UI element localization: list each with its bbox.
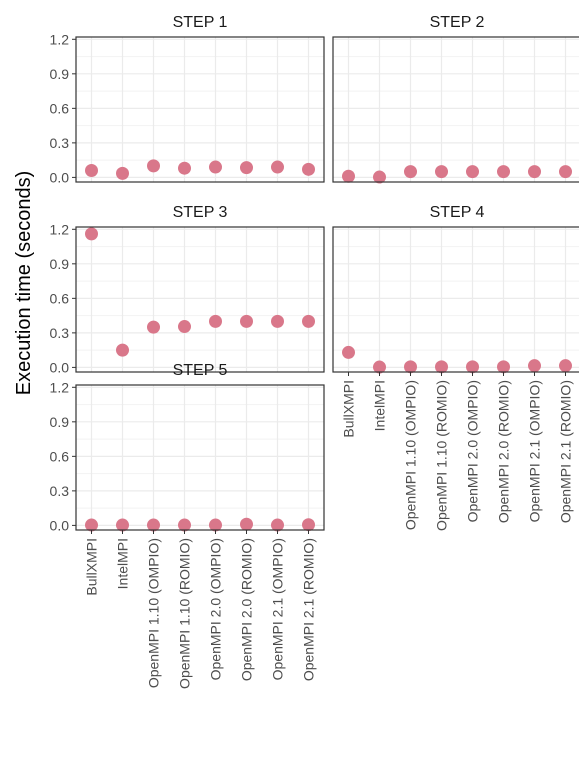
data-point bbox=[116, 343, 129, 357]
panel-border bbox=[75, 36, 325, 183]
panel-background bbox=[333, 37, 579, 182]
panel-border bbox=[75, 226, 325, 373]
panel-background bbox=[76, 37, 324, 182]
data-point bbox=[342, 345, 355, 359]
y-tick-label: 0.6 bbox=[50, 290, 70, 306]
y-tick-label: 0.3 bbox=[50, 135, 70, 151]
y-tick-label: 0.6 bbox=[50, 448, 70, 464]
data-point bbox=[240, 517, 253, 531]
data-point bbox=[271, 518, 284, 532]
y-tick-label: 0.9 bbox=[50, 66, 70, 82]
data-point bbox=[559, 359, 572, 373]
data-point bbox=[528, 165, 541, 179]
data-point bbox=[435, 165, 448, 179]
data-point bbox=[302, 314, 315, 328]
panel-step-3: STEP 3 0.0 0.3 0.6 0.9 1.2 bbox=[50, 204, 325, 375]
data-point bbox=[271, 160, 284, 174]
data-point bbox=[497, 165, 510, 179]
data-point bbox=[466, 360, 479, 374]
y-tick-label: 0.3 bbox=[50, 483, 70, 499]
data-point bbox=[147, 159, 160, 173]
panel-title: STEP 5 bbox=[173, 362, 228, 379]
x-tick-label: BullXMPI bbox=[84, 538, 100, 596]
y-tick-label: 1.2 bbox=[50, 379, 70, 395]
panel-background bbox=[333, 227, 579, 372]
y-tick-label: 0.0 bbox=[50, 359, 70, 375]
x-tick-label: OpenMPI 2.1 (ROMIO) bbox=[301, 538, 317, 681]
data-point bbox=[240, 161, 253, 175]
data-point bbox=[271, 314, 284, 328]
x-tick-label: OpenMPI 1.10 (ROMIO) bbox=[177, 538, 193, 689]
x-tick-label: IntelMPI bbox=[372, 380, 388, 431]
panel-title: STEP 2 bbox=[430, 14, 485, 31]
x-tick-label: OpenMPI 2.1 (OMPIO) bbox=[270, 538, 286, 680]
panel-title: STEP 1 bbox=[173, 14, 228, 31]
data-point bbox=[209, 160, 222, 174]
panel-step-5: STEP 5 0.0 0.3 0.6 0.9 1.2 BullXMPI IntelMPI Ope… bbox=[50, 362, 325, 689]
panel-border bbox=[75, 384, 325, 531]
y-axis-label: Execution time (seconds) bbox=[13, 171, 35, 396]
y-tick-label: 0.6 bbox=[50, 100, 70, 116]
panel-title: STEP 4 bbox=[430, 204, 485, 221]
x-tick-label: OpenMPI 2.1 (ROMIO) bbox=[558, 380, 574, 523]
data-point bbox=[116, 166, 129, 180]
y-tick-label: 0.9 bbox=[50, 414, 70, 430]
y-tick-label: 0.0 bbox=[50, 169, 70, 185]
panel-title: STEP 3 bbox=[173, 204, 228, 221]
x-tick-label: OpenMPI 2.0 (ROMIO) bbox=[496, 380, 512, 523]
y-tick-label: 0.0 bbox=[50, 517, 70, 533]
data-point bbox=[178, 518, 191, 532]
data-point bbox=[85, 227, 98, 241]
data-point bbox=[147, 518, 160, 532]
x-tick-label: OpenMPI 1.10 (OMPIO) bbox=[146, 538, 162, 688]
panel-border bbox=[332, 36, 579, 183]
panel-background bbox=[76, 385, 324, 530]
data-point bbox=[373, 170, 386, 184]
x-tick-label: OpenMPI 2.0 (ROMIO) bbox=[239, 538, 255, 681]
data-point bbox=[559, 165, 572, 179]
data-point bbox=[342, 169, 355, 183]
data-point bbox=[85, 518, 98, 532]
data-point bbox=[209, 314, 222, 328]
panel-border bbox=[332, 226, 579, 373]
data-point bbox=[209, 518, 222, 532]
y-tick-label: 0.3 bbox=[50, 325, 70, 341]
data-point bbox=[240, 314, 253, 328]
data-point bbox=[302, 162, 315, 176]
x-tick-label: OpenMPI 1.10 (ROMIO) bbox=[434, 380, 450, 531]
y-tick-label: 0.9 bbox=[50, 256, 70, 272]
x-tick-label: OpenMPI 1.10 (OMPIO) bbox=[403, 380, 419, 530]
panel-step-2: STEP 2 bbox=[332, 14, 579, 184]
x-tick-label: IntelMPI bbox=[115, 538, 131, 589]
data-point bbox=[466, 165, 479, 179]
x-tick-label: OpenMPI 2.1 (OMPIO) bbox=[527, 380, 543, 522]
data-point bbox=[404, 165, 417, 179]
x-tick-label: BullXMPI bbox=[341, 380, 357, 438]
data-point bbox=[178, 320, 191, 334]
y-tick-label: 1.2 bbox=[50, 31, 70, 47]
data-point bbox=[178, 161, 191, 175]
panel-step-1: STEP 1 0.0 0.3 0.6 0.9 1.2 bbox=[50, 14, 325, 185]
y-tick-label: 1.2 bbox=[50, 221, 70, 237]
data-point bbox=[116, 518, 129, 532]
data-point bbox=[147, 320, 160, 334]
data-point bbox=[404, 360, 417, 374]
x-tick-label: OpenMPI 2.0 (OMPIO) bbox=[465, 380, 481, 522]
data-point bbox=[85, 163, 98, 177]
data-point bbox=[497, 360, 510, 374]
x-tick-label: OpenMPI 2.0 (OMPIO) bbox=[208, 538, 224, 680]
data-point bbox=[373, 360, 386, 374]
data-point bbox=[302, 518, 315, 532]
data-point bbox=[435, 360, 448, 374]
data-point bbox=[528, 359, 541, 373]
panel-step-4: STEP 4 BullXMPI IntelMPI OpenMPI 1.10 (OMPI… bbox=[332, 204, 579, 531]
